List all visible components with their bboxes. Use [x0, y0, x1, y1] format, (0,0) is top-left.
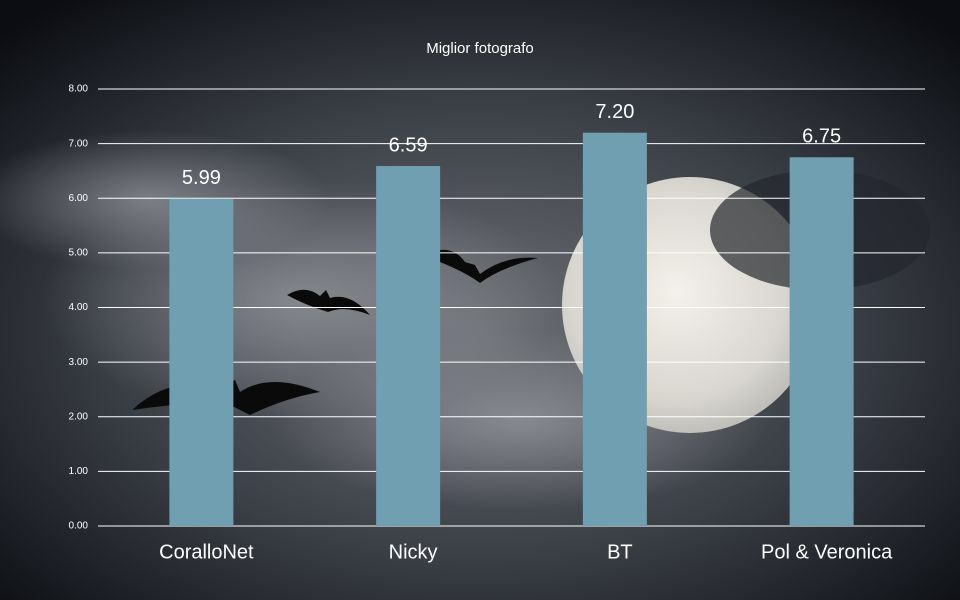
x-tick-label: Nicky — [389, 541, 438, 563]
bar — [789, 157, 854, 526]
y-tick-label: 1.00 — [69, 466, 89, 477]
y-tick-label: 5.00 — [69, 248, 89, 259]
x-tick-label: CoralloNet — [159, 541, 254, 563]
value-label: 7.20 — [595, 101, 634, 123]
y-tick-label: 7.00 — [69, 138, 89, 149]
bat — [287, 289, 370, 315]
bar — [582, 132, 647, 526]
y-tick-label: 3.00 — [69, 357, 89, 368]
y-tick-label: 2.00 — [69, 411, 89, 422]
y-tick-label: 0.00 — [69, 521, 89, 532]
y-tick-label: 8.00 — [69, 84, 89, 95]
y-tick-label: 6.00 — [69, 193, 89, 204]
bar — [169, 198, 234, 526]
value-label: 6.75 — [802, 126, 841, 148]
x-tick-label: Pol & Veronica — [761, 541, 893, 563]
value-label: 6.59 — [389, 134, 428, 156]
y-tick-label: 4.00 — [69, 302, 89, 313]
x-tick-label: BT — [607, 541, 633, 563]
cloud — [0, 130, 330, 270]
chart-title: Miglior fotografo — [426, 40, 534, 57]
bar — [376, 166, 441, 527]
value-label: 5.99 — [182, 167, 221, 189]
